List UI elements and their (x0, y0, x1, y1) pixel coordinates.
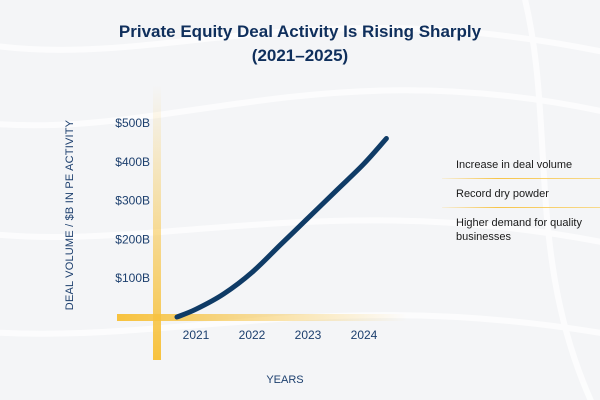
y-tick-label: $100B (115, 271, 150, 285)
x-axis-title: YEARS (266, 374, 304, 386)
x-tick-label: 2022 (239, 328, 266, 342)
x-tick-labels: 2021 2022 2023 2024 (183, 328, 378, 342)
legend: Increase in deal volume Record dry powde… (442, 156, 600, 250)
x-tick-label: 2021 (183, 328, 210, 342)
chart-title-line-2: (2021–2025) (251, 46, 349, 65)
y-axis-title: DEAL VOLUME / $B IN PE ACTIVITY (64, 119, 76, 311)
deal-volume-line (174, 136, 389, 320)
legend-separator (442, 178, 600, 179)
chart-title-line-1: Private Equity Deal Activity Is Rising S… (118, 22, 482, 41)
y-tick-label: $500B (115, 116, 150, 130)
y-tick-label: $200B (115, 232, 150, 246)
x-tick-label: 2023 (295, 328, 322, 342)
legend-separator (442, 207, 600, 208)
legend-item-dry-powder: Record dry powder (456, 188, 549, 200)
x-tick-label: 2024 (351, 328, 378, 342)
y-tick-label: $300B (115, 194, 150, 208)
legend-item-demand: Higher demand for quality businesses (456, 217, 582, 243)
y-tick-labels: $100B $200B $300B $400B $500B (115, 116, 150, 285)
y-axis-bar (153, 85, 161, 360)
x-axis-bar (117, 314, 407, 321)
y-tick-label: $400B (115, 155, 150, 169)
legend-item-deal-volume: Increase in deal volume (456, 159, 573, 171)
chart-title: Private Equity Deal Activity Is Rising S… (0, 20, 600, 68)
